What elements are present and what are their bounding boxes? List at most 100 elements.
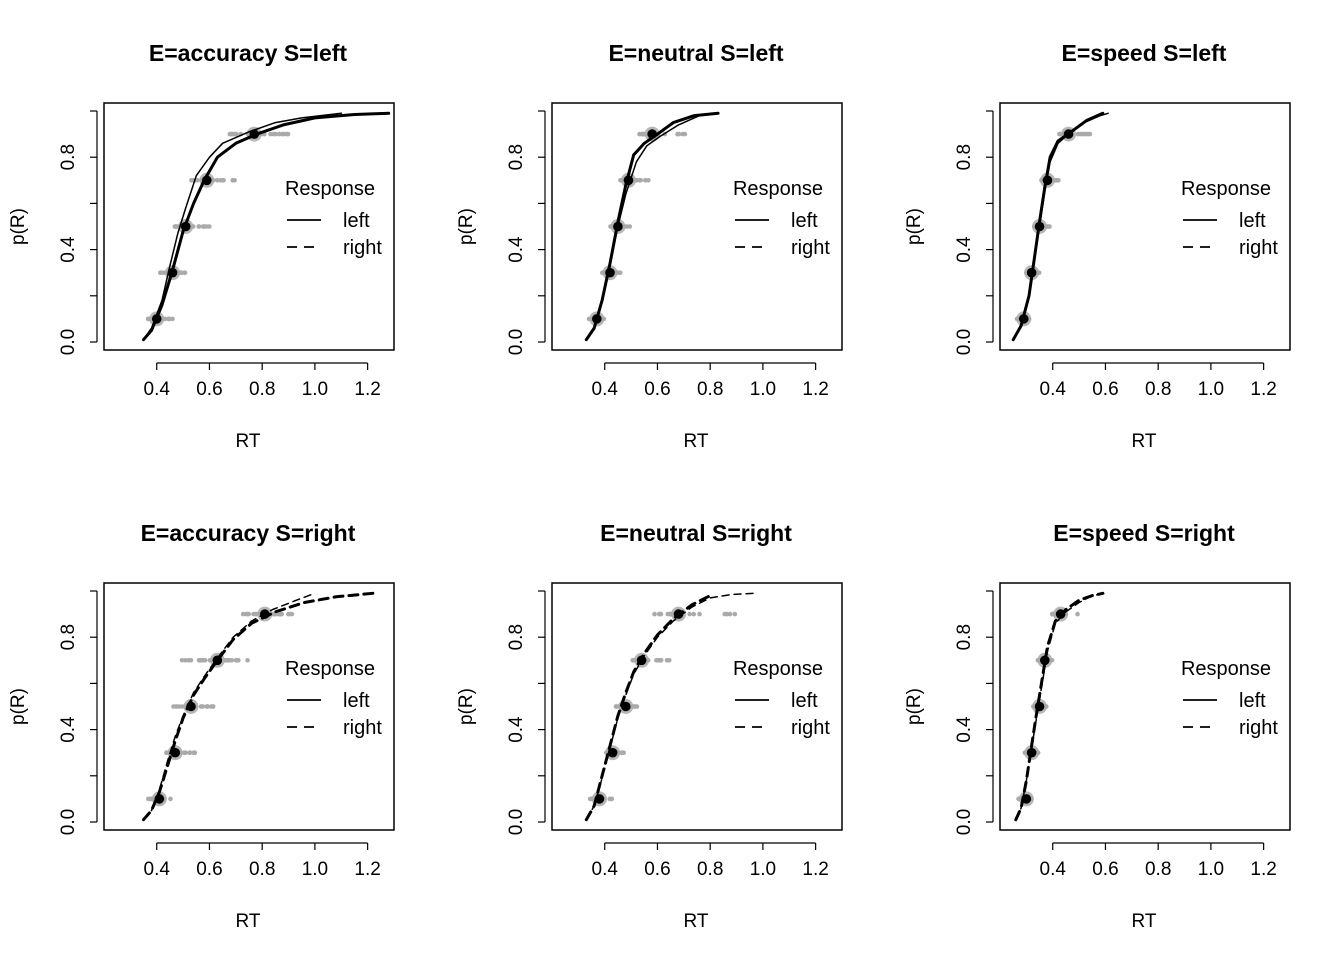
observed-point	[191, 750, 196, 755]
data-layer	[584, 592, 756, 822]
data-layer	[142, 111, 391, 342]
y-tick-label: 0.8	[506, 624, 527, 650]
observed-point	[680, 131, 685, 137]
observed-point	[289, 611, 295, 617]
y-tick-label: 0.8	[58, 624, 79, 650]
observed-point	[196, 224, 202, 229]
y-axis-label: p(R)	[904, 688, 925, 725]
observed-point	[182, 750, 187, 755]
panel-2: E=neutral S=left 0.4 0.6 0.8 1.0 1.2 RT 0.0 0.4 0…	[456, 40, 843, 452]
x-tick-label: 0.8	[1145, 859, 1171, 880]
y-tick-label: 0.0	[506, 809, 527, 835]
observed-point	[617, 270, 623, 276]
observed-point	[204, 224, 209, 229]
observed-point	[179, 658, 185, 663]
legend-label-left: left	[1239, 210, 1266, 232]
observed-point	[187, 750, 193, 755]
x-tick-label: 0.4	[1040, 859, 1067, 880]
observed-point	[245, 658, 250, 663]
y-tick-label: 0.8	[954, 624, 975, 650]
plot-frame	[551, 102, 843, 351]
x-axis-label: RT	[1132, 911, 1157, 932]
x-tick-label: 0.4	[144, 859, 171, 880]
observed-point	[640, 131, 646, 137]
quantile-median-point	[1026, 747, 1037, 758]
quantile-median-point	[202, 175, 212, 186]
data-layer	[1014, 591, 1107, 822]
x-tick-label: 1.2	[1250, 379, 1276, 400]
y-tick-label: 0.4	[954, 716, 975, 743]
quantile-median-point	[1055, 609, 1066, 619]
quantile-median-point	[621, 701, 631, 712]
observed-point	[214, 178, 220, 183]
quantile-median-point	[1042, 175, 1053, 186]
cdf-line-predicted	[584, 111, 720, 342]
x-tick-label: 0.8	[249, 379, 275, 400]
y-tick-label: 0.8	[58, 144, 79, 170]
y-tick-label: 0.4	[506, 236, 527, 263]
observed-point	[200, 224, 206, 229]
quantile-median-point	[249, 129, 260, 139]
observed-point	[646, 178, 651, 183]
x-tick-label: 1.0	[750, 859, 776, 880]
observed-point	[158, 270, 164, 276]
panel-5: E=neutral S=right 0.4 0.6 0.8 1.0 1.2 RT 0.0 0.4…	[456, 520, 843, 932]
x-tick-label: 1.0	[302, 379, 328, 400]
quantile-median-point	[592, 314, 602, 324]
panel-title: E=accuracy S=left	[149, 40, 348, 66]
quantile-median-point	[1034, 701, 1045, 712]
quantile-median-point	[636, 655, 647, 666]
y-tick-label: 0.0	[58, 809, 79, 835]
observed-point	[200, 658, 206, 663]
x-axis-label: RT	[1132, 431, 1157, 452]
x-axis-label: RT	[236, 431, 261, 452]
x-tick-label: 1.0	[302, 859, 328, 880]
y-tick-label: 0.8	[506, 144, 527, 170]
panel-title: E=neutral S=left	[608, 40, 783, 66]
quantile-median-point	[167, 267, 178, 278]
observed-point	[637, 178, 642, 183]
observed-point	[687, 611, 692, 617]
quantile-median-point	[1026, 267, 1037, 278]
legend-title: Response	[733, 658, 823, 680]
x-tick-label: 0.8	[249, 859, 275, 880]
plot-frame	[551, 582, 843, 831]
observed-point	[186, 658, 191, 663]
quantile-median-point	[180, 221, 191, 232]
observed-point	[271, 611, 277, 617]
observed-point	[224, 658, 229, 663]
legend-label-left: left	[343, 690, 370, 712]
observed-point	[176, 704, 182, 709]
x-tick-label: 0.6	[644, 379, 670, 400]
x-tick-label: 1.0	[1198, 859, 1224, 880]
quantile-median-point	[1040, 655, 1050, 666]
y-tick-label: 0.8	[954, 144, 975, 170]
observed-point	[614, 704, 620, 709]
quantile-median-point	[1018, 314, 1029, 324]
quantile-median-point	[613, 221, 623, 232]
legend-label-right: right	[343, 717, 382, 739]
y-tick-label: 0.0	[506, 329, 527, 355]
plot-frame	[103, 582, 395, 831]
observed-point	[166, 316, 172, 322]
quantile-median-point	[186, 701, 196, 712]
y-axis-label: p(R)	[456, 688, 477, 725]
quantile-median-point	[1034, 221, 1045, 232]
data-layer	[142, 591, 375, 822]
legend: Response left right	[733, 178, 830, 259]
x-tick-label: 0.8	[697, 859, 723, 880]
legend-title: Response	[285, 178, 375, 200]
legend-title: Response	[1181, 178, 1271, 200]
legend: Response left right	[1181, 178, 1278, 259]
observed-point	[210, 704, 215, 709]
x-tick-label: 1.2	[1250, 859, 1276, 880]
x-tick-label: 1.2	[354, 379, 380, 400]
legend-label-left: left	[791, 690, 818, 712]
observed-point	[244, 611, 249, 617]
cdf-line-observed	[142, 592, 316, 821]
panel-1: E=accuracy S=left 0.4 0.6 0.8 1.0 1.2 RT 0.0 0.4…	[8, 40, 395, 452]
quantile-median-point	[673, 609, 684, 619]
x-tick-label: 0.8	[1145, 379, 1171, 400]
x-tick-label: 0.6	[1092, 859, 1118, 880]
panel-3: E=speed S=left 0.4 0.6 0.8 1.0 1.2 RT 0.0 0.4 0.8…	[904, 40, 1291, 452]
